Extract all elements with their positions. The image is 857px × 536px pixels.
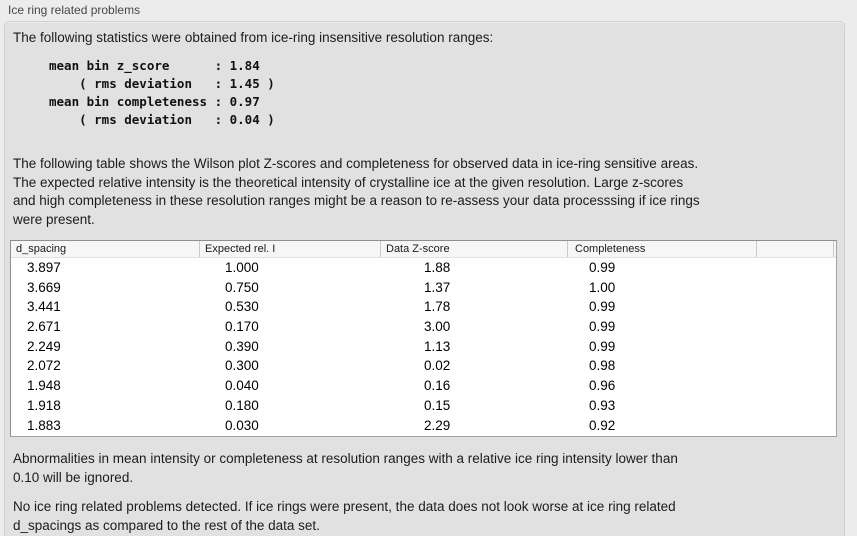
cell-completeness: 0.99 bbox=[589, 338, 616, 354]
ice-ring-panel: The following statistics were obtained f… bbox=[4, 21, 845, 536]
cell-d-spacing: 1.883 bbox=[27, 417, 61, 433]
cell-data-z-score: 0.02 bbox=[424, 358, 451, 374]
cell-data-z-score: 1.37 bbox=[424, 279, 451, 295]
cell-empty bbox=[757, 317, 834, 337]
cell-empty bbox=[757, 396, 834, 416]
cell-d-spacing: 1.948 bbox=[27, 378, 61, 394]
cell-completeness: 0.98 bbox=[589, 358, 616, 374]
cell-expected-rel-i: 0.390 bbox=[225, 338, 259, 354]
table-body: 3.897 1.000 1.88 0.99 3.669 0.750 1.37 1… bbox=[11, 258, 836, 435]
table-row[interactable]: 2.072 0.300 0.02 0.98 bbox=[11, 356, 836, 376]
cell-empty bbox=[757, 258, 834, 278]
cell-empty bbox=[757, 297, 834, 317]
cell-expected-rel-i: 1.000 bbox=[225, 260, 259, 275]
cell-data-z-score: 3.00 bbox=[424, 319, 451, 335]
cell-d-spacing: 3.441 bbox=[27, 299, 61, 315]
column-header-data-z-score[interactable]: Data Z-score bbox=[381, 241, 568, 257]
cell-expected-rel-i: 0.750 bbox=[225, 279, 259, 295]
cell-filler bbox=[834, 317, 836, 337]
table-row[interactable]: 3.897 1.000 1.88 0.99 bbox=[11, 258, 836, 278]
table-row[interactable]: 1.883 0.030 2.29 0.92 bbox=[11, 416, 836, 436]
table-row[interactable]: 2.249 0.390 1.13 0.99 bbox=[11, 337, 836, 357]
cell-completeness: 1.00 bbox=[589, 279, 616, 295]
cell-data-z-score: 2.29 bbox=[424, 417, 451, 433]
cell-filler bbox=[834, 297, 836, 317]
table-row[interactable]: 1.948 0.040 0.16 0.96 bbox=[11, 376, 836, 396]
ignore-threshold-note: Abnormalities in mean intensity or compl… bbox=[13, 451, 678, 485]
cell-expected-rel-i: 0.180 bbox=[225, 397, 259, 413]
cell-expected-rel-i: 0.030 bbox=[225, 417, 259, 433]
ice-ring-table: d_spacing Expected rel. I Data Z-score C… bbox=[10, 240, 837, 437]
cell-completeness: 0.99 bbox=[589, 299, 616, 315]
cell-data-z-score: 1.88 bbox=[424, 260, 451, 275]
cell-expected-rel-i: 0.300 bbox=[225, 358, 259, 374]
cell-expected-rel-i: 0.530 bbox=[225, 299, 259, 315]
column-header-completeness[interactable]: Completeness bbox=[568, 241, 757, 257]
cell-d-spacing: 2.249 bbox=[27, 338, 61, 354]
stats-summary-block: mean bin z_score : 1.84 ( rms deviation … bbox=[49, 58, 275, 127]
cell-completeness: 0.99 bbox=[589, 260, 616, 275]
cell-d-spacing: 2.671 bbox=[27, 319, 61, 335]
cell-data-z-score: 1.78 bbox=[424, 299, 451, 315]
table-row[interactable]: 2.671 0.170 3.00 0.99 bbox=[11, 317, 836, 337]
column-header-filler bbox=[834, 241, 839, 257]
cell-expected-rel-i: 0.040 bbox=[225, 378, 259, 394]
column-header-expected-rel-i[interactable]: Expected rel. I bbox=[200, 241, 381, 257]
cell-filler bbox=[834, 376, 836, 396]
cell-empty bbox=[757, 278, 834, 298]
table-description-text: The following table shows the Wilson plo… bbox=[13, 156, 700, 227]
cell-filler bbox=[834, 396, 836, 416]
cell-completeness: 0.96 bbox=[589, 378, 616, 394]
cell-data-z-score: 0.16 bbox=[424, 378, 451, 394]
cell-completeness: 0.99 bbox=[589, 319, 616, 335]
cell-completeness: 0.92 bbox=[589, 417, 616, 433]
table-row[interactable]: 1.918 0.180 0.15 0.93 bbox=[11, 396, 836, 416]
column-header-empty bbox=[757, 241, 834, 257]
cell-filler bbox=[834, 416, 836, 436]
cell-expected-rel-i: 0.170 bbox=[225, 319, 259, 335]
cell-filler bbox=[834, 337, 836, 357]
conclusion-text: No ice ring related problems detected. I… bbox=[13, 499, 676, 533]
cell-empty bbox=[757, 376, 834, 396]
cell-d-spacing: 1.918 bbox=[27, 397, 61, 413]
cell-empty bbox=[757, 337, 834, 357]
cell-empty bbox=[757, 416, 834, 436]
cell-empty bbox=[757, 356, 834, 376]
table-header-row: d_spacing Expected rel. I Data Z-score C… bbox=[11, 241, 836, 258]
intro-text: The following statistics were obtained f… bbox=[13, 30, 494, 45]
table-row[interactable]: 3.441 0.530 1.78 0.99 bbox=[11, 297, 836, 317]
cell-d-spacing: 2.072 bbox=[27, 358, 61, 374]
cell-filler bbox=[834, 258, 836, 278]
panel-title: Ice ring related problems bbox=[8, 3, 141, 17]
cell-data-z-score: 1.13 bbox=[424, 338, 451, 354]
cell-completeness: 0.93 bbox=[589, 397, 616, 413]
table-row[interactable]: 3.669 0.750 1.37 1.00 bbox=[11, 278, 836, 298]
cell-filler bbox=[834, 278, 836, 298]
column-header-d-spacing[interactable]: d_spacing bbox=[11, 241, 200, 257]
cell-d-spacing: 3.669 bbox=[27, 279, 61, 295]
cell-data-z-score: 0.15 bbox=[424, 397, 451, 413]
cell-filler bbox=[834, 356, 836, 376]
cell-d-spacing: 3.897 bbox=[27, 260, 61, 275]
